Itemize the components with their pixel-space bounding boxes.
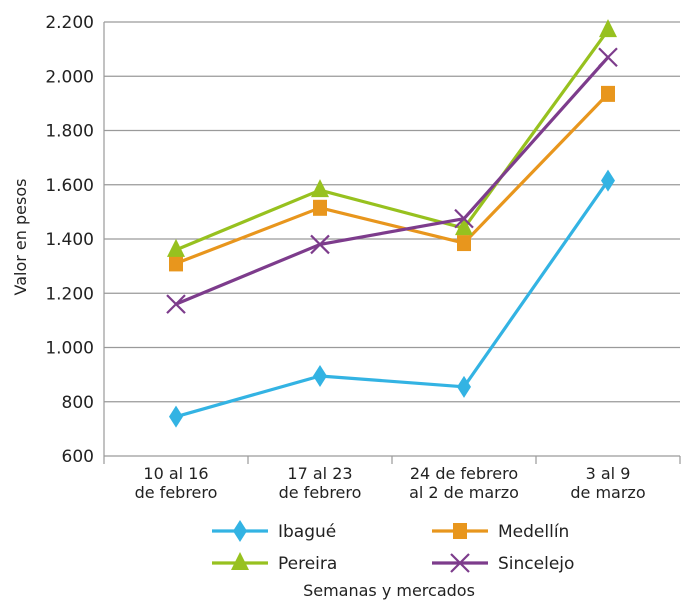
legend: Ibagué Medellín Pereira Sincelejo [212, 520, 574, 574]
x-category-label: 3 al 9 de marzo [570, 464, 645, 502]
x-axis-title: Semanas y mercados [303, 581, 475, 600]
legend-label: Sincelejo [498, 554, 574, 574]
data-point-medellin [457, 235, 471, 252]
x-category-label: 24 de febrero al 2 de marzo [409, 464, 519, 502]
data-point-medellin [169, 255, 183, 272]
y-tick-label: 800 [62, 393, 94, 413]
legend-label: Medellín [498, 522, 569, 542]
data-point-sincelejo [598, 47, 618, 68]
y-tick-label: 1.600 [45, 176, 94, 196]
legend-item-medellin: Medellín [432, 522, 569, 542]
y-tick-label: 1.000 [45, 339, 94, 359]
series-line-pereira [175, 29, 610, 252]
y-tick-label: 600 [62, 447, 94, 467]
data-point-medellin [313, 199, 327, 216]
data-point-sincelejo [454, 208, 474, 229]
legend-marker [231, 552, 249, 570]
y-tick-label: 1.200 [45, 284, 94, 304]
series-line-ibague [175, 179, 610, 419]
data-point-pereira [599, 19, 617, 38]
legend-item-sincelejo: Sincelejo [432, 553, 574, 574]
data-point-sincelejo [310, 234, 330, 255]
y-tick-label: 2.200 [45, 13, 94, 33]
y-tick-label: 1.800 [45, 122, 94, 142]
data-point-ibague [169, 405, 183, 428]
y-axis-title: Valor en pesos [11, 179, 30, 296]
y-tick-label: 1.400 [45, 230, 94, 250]
data-point-medellin [601, 85, 615, 102]
y-tick-label: 2.000 [45, 67, 94, 87]
gridlines [103, 21, 681, 464]
series-line-sincelejo [175, 56, 610, 306]
legend-marker [453, 523, 467, 539]
data-point-pereira [455, 217, 473, 236]
data-point-pereira [311, 179, 329, 198]
x-category-label: 10 al 16 de febrero [135, 464, 218, 502]
data-point-pereira [167, 238, 185, 257]
legend-label: Ibagué [278, 522, 336, 542]
legend-item-pereira: Pereira [212, 552, 337, 574]
data-point-ibague [601, 169, 615, 192]
series-group [166, 19, 618, 428]
legend-marker [233, 520, 247, 542]
y-axis-ticks: 600 800 1.000 1.200 1.400 1.600 1.800 2.000 2.20… [45, 13, 94, 467]
x-axis-categories: 10 al 16 de febrero 17 al 23 de febrero 24 d… [135, 464, 646, 502]
legend-marker [450, 553, 470, 573]
series-line-medellin [175, 92, 610, 265]
x-category-label: 17 al 23 de febrero [279, 464, 362, 502]
legend-label: Pereira [278, 554, 337, 574]
data-point-ibague [457, 375, 471, 398]
legend-item-ibague: Ibagué [212, 520, 336, 542]
data-point-ibague [313, 364, 327, 387]
data-point-sincelejo [166, 294, 186, 314]
